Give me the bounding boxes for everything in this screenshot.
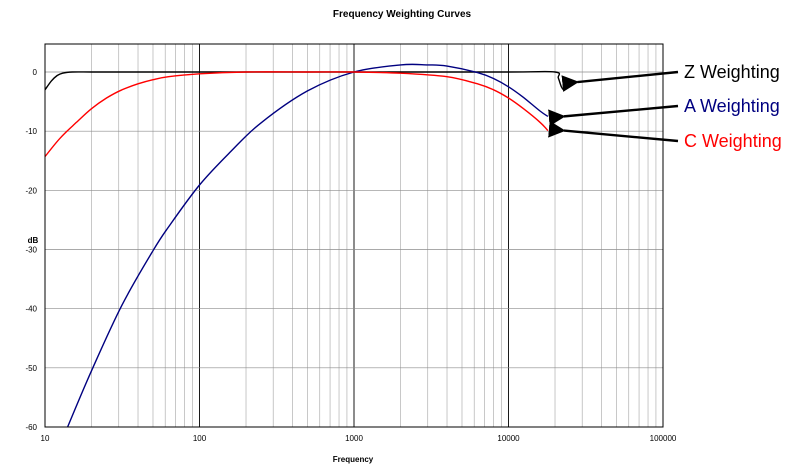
x-tick-label: 10000	[497, 434, 520, 443]
series-line-z-weighting	[44, 70, 565, 92]
y-tick-label: -10	[25, 127, 37, 136]
tick-labels: 10 100 1000 10000 100000 0 -10 -20 -30 -40 -50 -60	[25, 68, 676, 443]
chart-title: Frequency Weighting Curves	[333, 9, 472, 20]
legend-arrow	[548, 104, 679, 127]
y-tick-label: -60	[25, 423, 37, 432]
legend: Z Weighting A Weighting C Weighting	[548, 62, 782, 151]
legend-label-a-weighting: A Weighting	[684, 96, 780, 116]
series-line-c-weighting	[44, 71, 549, 158]
series-layer	[44, 63, 565, 428]
x-tick-label: 100	[193, 434, 207, 443]
y-tick-label: -20	[25, 186, 37, 195]
y-tick-label: -40	[25, 305, 37, 314]
x-tick-label: 1000	[345, 434, 363, 443]
legend-arrow	[561, 70, 679, 92]
plot-frame	[44, 43, 664, 428]
y-axis-label: dB	[28, 236, 39, 245]
grid	[45, 44, 663, 428]
x-axis-label: Frequency	[333, 455, 374, 464]
legend-label-c-weighting: C Weighting	[684, 131, 782, 151]
legend-label-z-weighting: Z Weighting	[684, 62, 780, 82]
y-tick-label: -30	[25, 246, 37, 255]
x-tick-label: 10	[41, 434, 50, 443]
legend-arrow	[548, 120, 679, 143]
y-tick-label: 0	[33, 68, 38, 77]
x-tick-label: 100000	[650, 434, 677, 443]
y-tick-label: -50	[25, 364, 37, 373]
